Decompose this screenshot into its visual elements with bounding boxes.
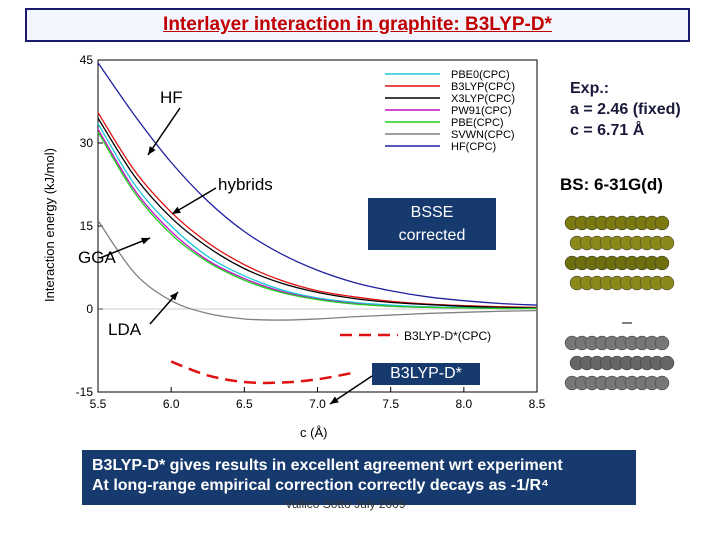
exp-line-3: c = 6.71 Å [570, 122, 645, 139]
b3lyp-d-arrow [329, 375, 373, 405]
legend-entry: X3LYP(CPC) [451, 93, 515, 105]
legend-entry: PBE0(CPC) [451, 69, 510, 81]
series-line-x3lyp-cpc- [97, 117, 538, 309]
conclusion-box: B3LYP-D* gives results in excellent agre… [82, 450, 636, 505]
atom [659, 355, 675, 371]
lda-label: LDA [108, 320, 142, 339]
series-line-hf-cpc- [97, 62, 538, 306]
x-tick-label: 7.0 [309, 397, 326, 411]
x-tick-label: 8.0 [455, 397, 472, 411]
x-tick-label: 7.5 [382, 397, 399, 411]
series-line-pbe-cpc- [97, 131, 538, 310]
graphite-structure-image [564, 215, 675, 391]
footer-text: Vallico Sotto July 2009 [285, 497, 406, 511]
experiment-box: Exp.: a = 2.46 (fixed) c = 6.71 Å [570, 78, 681, 141]
hf-arrow [147, 107, 181, 156]
y-tick-label: 15 [80, 219, 94, 233]
gga-arrow [99, 237, 151, 259]
gga-label: GGA [78, 248, 116, 267]
atom [654, 375, 670, 391]
exp-line-1: Exp.: [570, 80, 610, 97]
basis-set-label: BS: 6-31G(d) [560, 175, 663, 194]
bsse-box: BSSE corrected [368, 198, 496, 250]
legend-entry: PBE(CPC) [451, 117, 504, 129]
x-tick-label: 6.0 [163, 397, 180, 411]
atom [659, 275, 675, 291]
y-tick-label: 45 [80, 53, 94, 67]
atom [654, 215, 670, 231]
conclusion-line-2: At long-range empirical correction corre… [92, 477, 549, 494]
y-axis-label: Interaction energy (kJ/mol) [42, 148, 57, 302]
y-tick-label: 30 [80, 136, 94, 150]
hf-label: HF [160, 88, 183, 107]
lda-arrow-head [169, 292, 178, 301]
bsse-line-2: corrected [398, 227, 466, 244]
exp-line-2: a = 2.46 (fixed) [570, 101, 681, 118]
hybrids-arrow [171, 187, 217, 215]
y-tick-label: 0 [86, 302, 93, 316]
legend-entry: HF(CPC) [451, 141, 496, 153]
atom [654, 335, 670, 351]
hf-arrow-head [148, 146, 156, 155]
b3lyp-d-arrow-head [330, 396, 339, 404]
series-line-b3lyp-d-cpc- [170, 360, 355, 385]
page-title: Interlayer interaction in graphite: B3LY… [163, 14, 552, 35]
atom [659, 235, 675, 251]
legend-bg [380, 64, 530, 154]
x-tick-label: 6.5 [236, 397, 253, 411]
hybrids-arrow-head [172, 206, 181, 214]
legend-entry: SVWN(CPC) [451, 129, 515, 141]
x-tick-label: 5.5 [90, 397, 107, 411]
bsse-line-1: BSSE [410, 204, 454, 221]
gga-arrow-head [141, 237, 150, 245]
legend-entry-dashed: B3LYP-D*(CPC) [404, 329, 491, 343]
title-banner: Interlayer interaction in graphite: B3LY… [25, 8, 690, 42]
legend-entry: PW91(CPC) [451, 105, 512, 117]
x-tick-label: 8.5 [529, 397, 546, 411]
legend: PBE0(CPC)B3LYP(CPC)X3LYP(CPC)PW91(CPC)PB… [340, 64, 530, 343]
y-tick-label: -15 [76, 385, 94, 399]
legend-entry: B3LYP(CPC) [451, 81, 515, 93]
conclusion-line-1: B3LYP-D* gives results in excellent agre… [92, 457, 563, 474]
b3lyp-d-tag: B3LYP-D* [372, 363, 480, 385]
hybrids-label: hybrids [218, 175, 273, 194]
atom [654, 255, 670, 271]
x-axis-label: c (Å) [300, 425, 328, 440]
